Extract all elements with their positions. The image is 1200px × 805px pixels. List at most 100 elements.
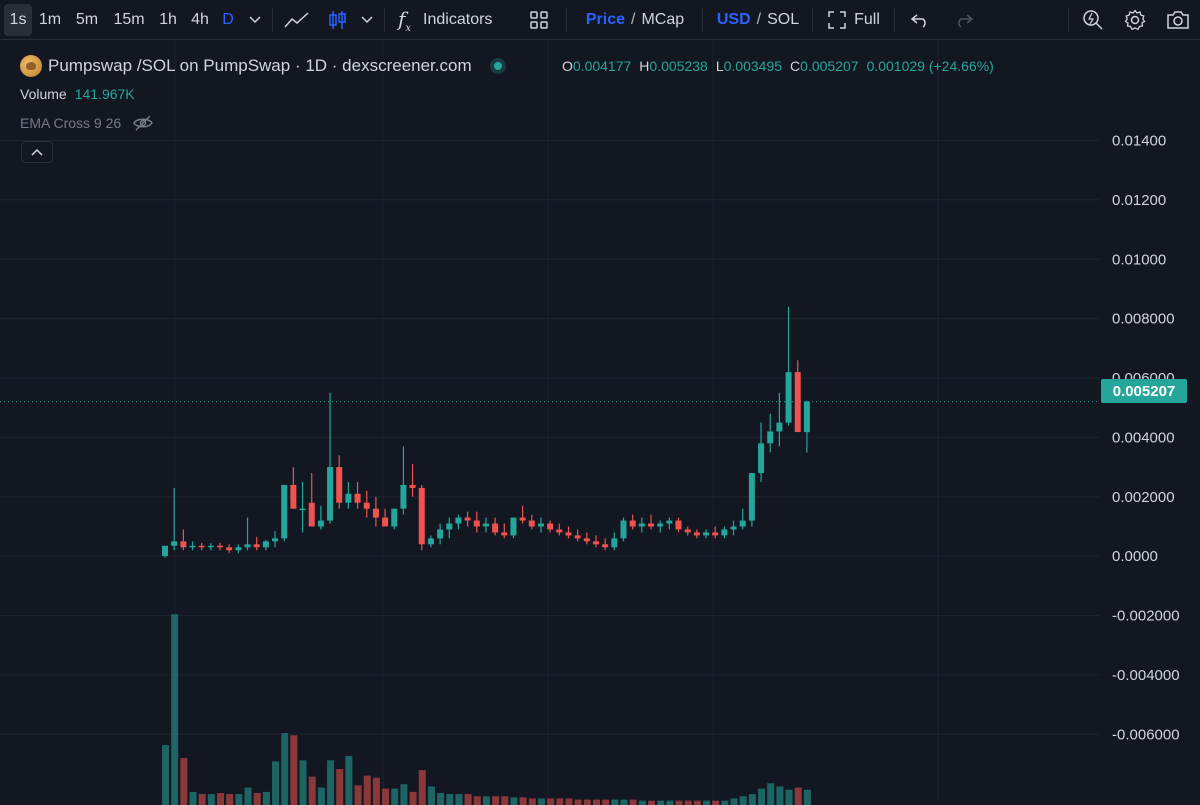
volume-bar <box>354 785 362 805</box>
candle-body <box>803 401 810 433</box>
volume-bar <box>171 614 179 805</box>
candle-body <box>519 517 526 521</box>
candle-body <box>565 532 572 536</box>
candle <box>693 529 700 539</box>
volume-bar <box>620 799 628 805</box>
volume-bar <box>721 800 729 805</box>
candle-body <box>189 545 196 548</box>
mcap-option[interactable]: MCap <box>641 11 685 28</box>
divider <box>894 8 895 32</box>
candle-body <box>464 517 471 521</box>
timeframe-15m[interactable]: 15m <box>113 11 145 28</box>
candle <box>611 532 618 551</box>
price-axis-tick: 0.0000 <box>1112 548 1158 565</box>
candle-body <box>217 545 224 548</box>
price-mcap-toggle[interactable]: Price / MCap <box>585 11 685 28</box>
usd-option[interactable]: USD <box>716 11 751 28</box>
candle <box>666 517 673 530</box>
candle-body <box>336 467 343 503</box>
volume-bar <box>629 799 637 805</box>
candle <box>547 520 554 533</box>
candle-body <box>235 547 242 551</box>
hidden-eye-icon[interactable] <box>133 115 153 131</box>
candle-body <box>730 526 737 530</box>
indicators-button[interactable]: fx Indicators <box>398 6 493 34</box>
candle-body <box>281 484 288 539</box>
chart-area[interactable]: 0.014000.012000.010000.0080000.0060000.0… <box>0 41 1200 805</box>
timeframe-1s[interactable]: 1s <box>4 4 32 36</box>
fullscreen-icon <box>828 11 846 29</box>
price-axis-tick: 0.01200 <box>1112 192 1166 209</box>
camera-icon[interactable] <box>1162 0 1194 40</box>
candle <box>675 517 682 533</box>
candle <box>629 514 636 530</box>
volume-bar <box>794 787 802 805</box>
timeframe-1m[interactable]: 1m <box>38 11 62 28</box>
undo-icon[interactable] <box>906 0 934 40</box>
volume-bar <box>528 798 536 805</box>
divider <box>272 8 273 32</box>
chevron-down-icon[interactable] <box>356 0 378 40</box>
candle <box>528 514 535 530</box>
candle-body <box>400 484 407 509</box>
symbol-legend[interactable]: Pumpswap /SOL on PumpSwap · 1D · dexscre… <box>20 55 506 77</box>
price-axis-tick: 0.004000 <box>1112 429 1175 446</box>
candle-body <box>748 473 755 521</box>
redo-icon[interactable] <box>950 0 978 40</box>
volume-bar <box>592 799 600 805</box>
price-option[interactable]: Price <box>585 11 625 28</box>
candle <box>492 517 499 536</box>
candle <box>400 446 407 515</box>
collapse-legend-button[interactable] <box>21 141 53 163</box>
quick-search-icon[interactable] <box>1078 0 1108 40</box>
ema-legend[interactable]: EMA Cross 9 26 <box>20 115 153 131</box>
candle <box>473 511 480 533</box>
line-chart-icon[interactable] <box>282 0 312 40</box>
candle-body <box>391 508 398 527</box>
settings-gear-icon[interactable] <box>1120 0 1150 40</box>
volume-bar <box>510 797 518 805</box>
candle <box>427 535 434 548</box>
volume-bar <box>776 786 784 805</box>
candle <box>739 508 746 530</box>
volume-legend[interactable]: Volume 141.967K <box>20 86 135 102</box>
volume-bar <box>382 788 390 805</box>
function-icon: fx <box>398 6 412 34</box>
candle-body <box>226 547 233 551</box>
candle-body <box>739 520 746 527</box>
candle <box>592 535 599 548</box>
volume-bar <box>703 800 711 805</box>
candle-body <box>794 372 801 433</box>
timeframe-d[interactable]: D <box>222 11 234 28</box>
chevron-down-icon[interactable] <box>244 0 266 40</box>
candle-body <box>446 523 453 530</box>
candle-body <box>327 467 334 521</box>
volume-bar <box>464 794 472 805</box>
candlestick-icon[interactable] <box>322 0 352 40</box>
candle <box>556 523 563 536</box>
candle-body <box>418 487 425 545</box>
candle-body <box>648 523 655 527</box>
candle-body <box>492 523 499 533</box>
candle-body <box>317 520 324 527</box>
candle <box>189 541 196 551</box>
candle <box>308 473 315 527</box>
volume-bar <box>730 798 738 805</box>
currency-toggle[interactable]: USD / SOL <box>716 11 800 28</box>
volume-bar <box>574 799 582 805</box>
volume-bar <box>556 798 564 805</box>
timeframe-1h[interactable]: 1h <box>159 11 177 28</box>
templates-grid-icon[interactable] <box>526 0 552 40</box>
candle-body <box>180 541 187 548</box>
candle <box>758 422 765 482</box>
candle <box>281 484 288 542</box>
timeframe-5m[interactable]: 5m <box>75 11 99 28</box>
sol-option[interactable]: SOL <box>767 11 800 28</box>
candlestick-chart[interactable]: 0.014000.012000.010000.0080000.0060000.0… <box>0 41 1200 805</box>
candle <box>776 392 783 447</box>
candle-body <box>198 545 205 548</box>
timeframe-4h[interactable]: 4h <box>191 11 209 28</box>
candle-body <box>620 520 627 539</box>
candle <box>482 517 489 533</box>
fullscreen-button[interactable]: Full <box>824 0 884 40</box>
